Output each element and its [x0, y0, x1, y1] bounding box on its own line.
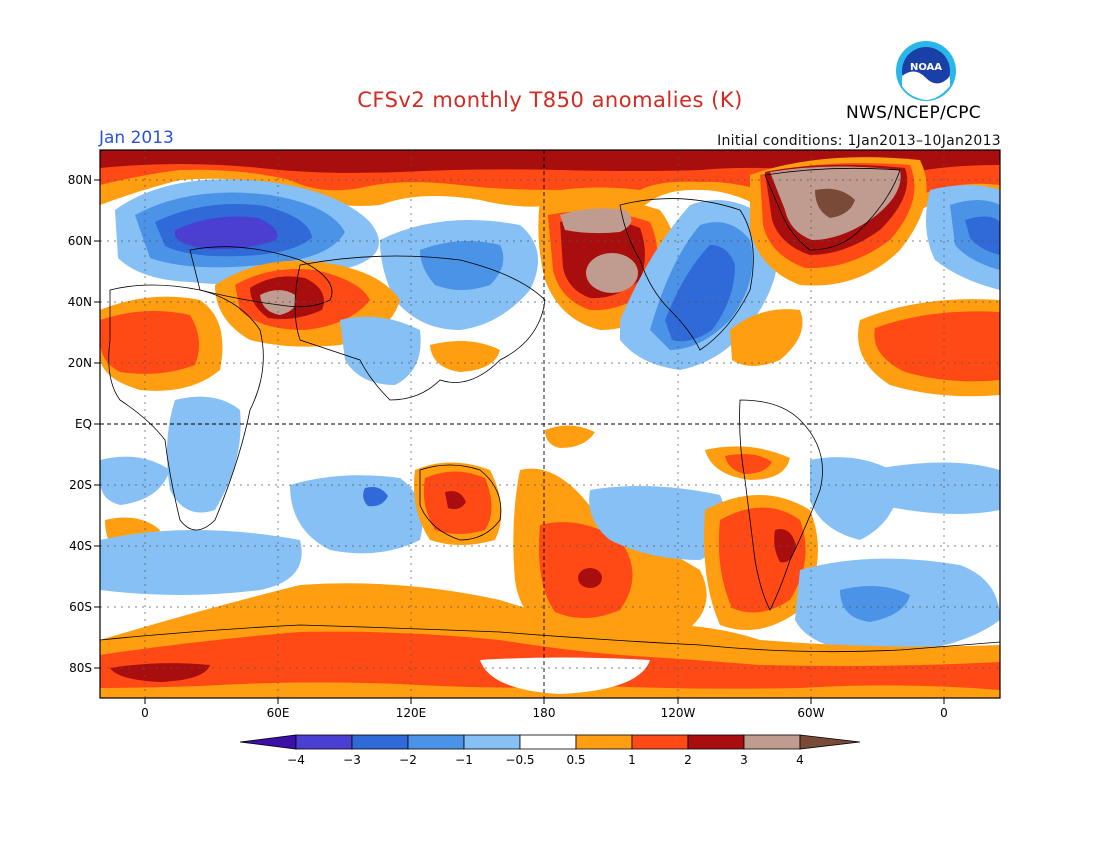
indian-ocean-cold: [290, 475, 423, 554]
sa-warm-core: [774, 529, 796, 563]
colorbar-label: −3: [343, 753, 361, 767]
lat-label: 60S: [69, 600, 92, 614]
us-se-warm: [730, 309, 803, 366]
s-ocean-cold-core: [840, 586, 910, 622]
india-cold: [340, 316, 421, 385]
subtrop-atlantic-warm-mid: [874, 311, 1000, 382]
lat-label: 40N: [68, 295, 92, 309]
colorbar-labels: −4 −3 −2 −1 −0.5 0.5 1 2 3 4: [287, 753, 804, 767]
lat-label: 40S: [69, 539, 92, 553]
lat-label: 20N: [68, 356, 92, 370]
arctic-dark-red: [100, 150, 1000, 175]
indian-ocean-cold-core: [363, 487, 388, 507]
greenland-warm-peak: [815, 188, 855, 218]
africa-cold: [166, 396, 241, 513]
colorbar-cell: [631, 734, 689, 750]
trop-warm-4: [725, 454, 772, 474]
coastlines: [100, 167, 1000, 653]
lat-label: 60N: [68, 234, 92, 248]
trop-warm-2: [545, 425, 595, 448]
graticule: [100, 150, 1000, 698]
colorbar-cell: [687, 734, 745, 750]
colorbar-cell: [799, 734, 861, 750]
eurasia-cold-core: [175, 216, 278, 250]
na-cold-inner: [665, 245, 735, 342]
colorbar-cell: [295, 734, 353, 750]
lat-label: 20S: [69, 478, 92, 492]
lat-label: EQ: [75, 417, 92, 431]
bering-warm-core: [560, 208, 632, 234]
lat-label: 80S: [69, 661, 92, 675]
australia-warm-core: [445, 491, 466, 510]
longitude-labels: 0 60E 120E 180 120W 60W 0: [141, 706, 948, 720]
colorbar-label: −4: [287, 753, 305, 767]
colorbar-label: 1: [628, 753, 636, 767]
south-indian-cold: [100, 530, 302, 595]
npac-warm-core: [586, 253, 638, 293]
logo-text: NOAA: [910, 62, 942, 73]
antarctic-white-gap: [480, 657, 650, 694]
colorbar-cell: [519, 734, 577, 750]
mideast-warm-core: [260, 290, 296, 315]
colorbar-label: −1: [455, 753, 473, 767]
latitude-labels: 80N 60N 40N 20N EQ 20S 40S 60S 80S: [68, 173, 92, 675]
agency-label: NWS/NCEP/CPC: [846, 103, 981, 123]
lon-label: 0: [141, 706, 149, 720]
equator-dateline: [100, 150, 1000, 698]
south-atlantic-cold-w: [100, 456, 170, 505]
lon-label: 0: [940, 706, 948, 720]
lon-label: 120E: [396, 706, 427, 720]
spac-warm-core: [578, 568, 602, 588]
colorbar-label: 2: [684, 753, 692, 767]
colorbar: [239, 734, 861, 750]
colorbar-label: 4: [796, 753, 804, 767]
colorbar-cell: [351, 734, 409, 750]
lon-label: 60E: [267, 706, 290, 720]
lon-label: 120W: [661, 706, 696, 720]
colorbar-label: −0.5: [505, 753, 534, 767]
satlantic-cold-2: [870, 462, 1000, 514]
colorbar-label: 0.5: [566, 753, 585, 767]
lat-label: 80N: [68, 173, 92, 187]
atlantic-warm-mid: [100, 311, 199, 374]
colorbar-label: 3: [740, 753, 748, 767]
colorbar-cell: [407, 734, 465, 750]
chart-title: CFSv2 monthly T850 anomalies (K): [357, 88, 743, 112]
month-label: Jan 2013: [99, 128, 174, 148]
axis-ticks: [94, 179, 945, 704]
lon-label: 180: [533, 706, 556, 720]
colorbar-cell: [239, 734, 297, 750]
east-asia-cold-mid: [420, 241, 504, 290]
colorbar-label: −2: [399, 753, 417, 767]
trop-warm-1: [430, 341, 500, 372]
lon-label: 60W: [797, 706, 824, 720]
colorbar-cell: [575, 734, 633, 750]
initial-conditions: Initial conditions: 1Jan2013–10Jan2013: [717, 133, 1001, 149]
colorbar-cell: [463, 734, 521, 750]
natlantic-cold-core: [965, 216, 1000, 255]
colorbar-cell: [743, 734, 801, 750]
noaa-logo-icon: NOAA: [896, 41, 956, 101]
spac-cold: [589, 486, 727, 560]
